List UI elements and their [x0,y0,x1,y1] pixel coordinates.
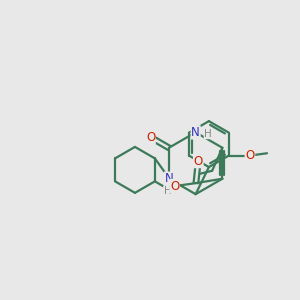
Text: O: O [146,131,155,144]
Text: N: N [191,126,200,139]
Text: H: H [204,129,212,139]
Text: O: O [194,154,203,167]
Text: H: H [164,186,171,196]
Text: O: O [245,149,255,162]
Text: O: O [170,180,179,193]
Text: N: N [164,172,173,185]
